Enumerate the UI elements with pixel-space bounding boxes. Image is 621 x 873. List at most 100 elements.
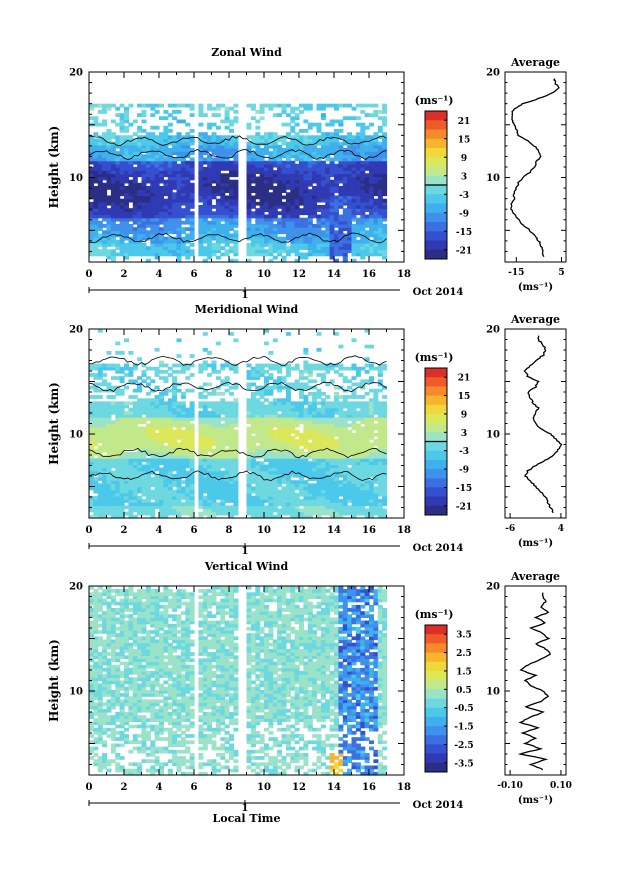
heatmap-cell [255, 138, 261, 143]
heatmap-cell [202, 480, 208, 484]
heatmap-cell [246, 442, 252, 447]
heatmap-cell [141, 138, 147, 143]
heatmap-cell [382, 110, 388, 114]
heatmap-cell [290, 426, 296, 431]
heatmap-cell [145, 138, 151, 143]
heatmap-cell [290, 144, 296, 149]
heatmap-cell [303, 103, 309, 108]
heatmap-cell [347, 233, 353, 238]
heatmap-cell [316, 195, 322, 200]
heatmap-cell [150, 379, 156, 384]
heatmap-cell [124, 106, 129, 111]
heatmap-cell [255, 492, 261, 497]
heatmap-cell [176, 473, 182, 478]
heatmap-cell [189, 192, 195, 197]
heatmap-cell [259, 249, 265, 254]
heatmap-cell [320, 508, 326, 513]
heatmap-cell [215, 470, 221, 475]
heatmap-cell [159, 179, 164, 184]
heatmap-cell [145, 192, 151, 197]
heatmap-cell [246, 189, 252, 193]
heatmap-cell [159, 230, 164, 235]
heatmap-cell [355, 224, 361, 228]
heatmap-cell [307, 489, 313, 494]
heatmap-cell [255, 160, 261, 165]
heatmap-cell [233, 338, 239, 343]
heatmap-cell [89, 451, 94, 456]
heatmap-cell [281, 385, 287, 390]
heatmap-cell [145, 495, 151, 500]
heatmap-cell [124, 436, 129, 440]
heatmap-cell [128, 189, 134, 193]
heatmap-cell [272, 442, 278, 447]
heatmap-cell [110, 442, 116, 447]
heatmap-cell [272, 179, 278, 184]
heatmap-cell [93, 442, 99, 447]
heatmap-cell [229, 432, 234, 437]
heatmap-cell [303, 382, 309, 387]
heatmap-cell [145, 220, 151, 225]
heatmap-cell [229, 211, 234, 216]
heatmap-cell [342, 243, 348, 247]
heatmap-cell [382, 106, 388, 111]
heatmap-cell [303, 255, 309, 260]
heatmap-cell [207, 439, 213, 443]
heatmap-cell [189, 236, 195, 241]
heatmap-cell [290, 182, 296, 187]
heatmap-cell [202, 332, 208, 336]
heatmap-cell [115, 246, 121, 250]
heatmap-cell [299, 179, 304, 184]
heatmap-cell [180, 195, 186, 200]
heatmap-cell [93, 404, 99, 409]
heatmap-cell [268, 486, 274, 491]
heatmap-cell [102, 442, 108, 447]
heatmap-cell [159, 249, 164, 254]
heatmap-cell [277, 417, 283, 421]
heatmap-cell [115, 167, 121, 171]
heatmap-cell [290, 442, 296, 447]
heatmap-cell [211, 227, 217, 231]
heatmap-cell [259, 236, 265, 241]
heatmap-cell [347, 154, 353, 159]
heatmap-cell [211, 360, 217, 365]
heatmap-cell [172, 227, 178, 231]
heatmap-cell [246, 420, 252, 424]
heatmap-cell [176, 144, 182, 149]
heatmap-cell [132, 157, 138, 162]
heatmap-cell [89, 439, 94, 443]
colorbar-swatch [425, 138, 447, 149]
heatmap-cell [246, 173, 252, 178]
heatmap-cell [364, 160, 370, 165]
heatmap-cell [220, 511, 226, 516]
heatmap-cell [189, 243, 195, 247]
heatmap-cell [176, 477, 182, 481]
heatmap-cell [294, 205, 300, 209]
heatmap-cell [102, 445, 108, 450]
heatmap-cell [180, 508, 186, 513]
heatmap-cell [180, 495, 186, 500]
heatmap-cell [233, 170, 239, 174]
heatmap-cell [224, 211, 230, 216]
heatmap-cell [334, 451, 339, 456]
heatmap-cell [110, 135, 116, 140]
heatmap-cell [189, 492, 195, 497]
heatmap-cell [150, 243, 156, 247]
heatmap-cell [277, 404, 283, 409]
heatmap-cell [224, 167, 230, 171]
heatmap-cell [316, 436, 322, 440]
heatmap-cell [167, 442, 173, 447]
heatmap-cell [220, 445, 226, 450]
heatmap-cell [176, 505, 182, 510]
heatmap-cell [176, 461, 182, 466]
heatmap-cell [268, 167, 274, 171]
heatmap-cell [119, 511, 125, 516]
heatmap-cell [272, 132, 278, 136]
heatmap-cell [347, 201, 353, 206]
heatmap-cell [198, 461, 204, 466]
heatmap-cell [145, 186, 151, 190]
heatmap-cell [93, 470, 99, 475]
heatmap-cell [329, 214, 335, 219]
heatmap-cell [145, 492, 151, 497]
heatmap-cell [145, 480, 151, 484]
heatmap-cell [316, 186, 322, 190]
